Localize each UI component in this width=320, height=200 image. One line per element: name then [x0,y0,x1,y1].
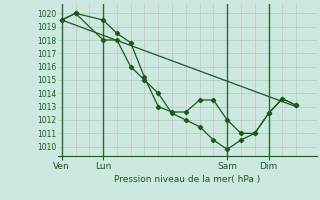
X-axis label: Pression niveau de la mer( hPa ): Pression niveau de la mer( hPa ) [114,175,260,184]
